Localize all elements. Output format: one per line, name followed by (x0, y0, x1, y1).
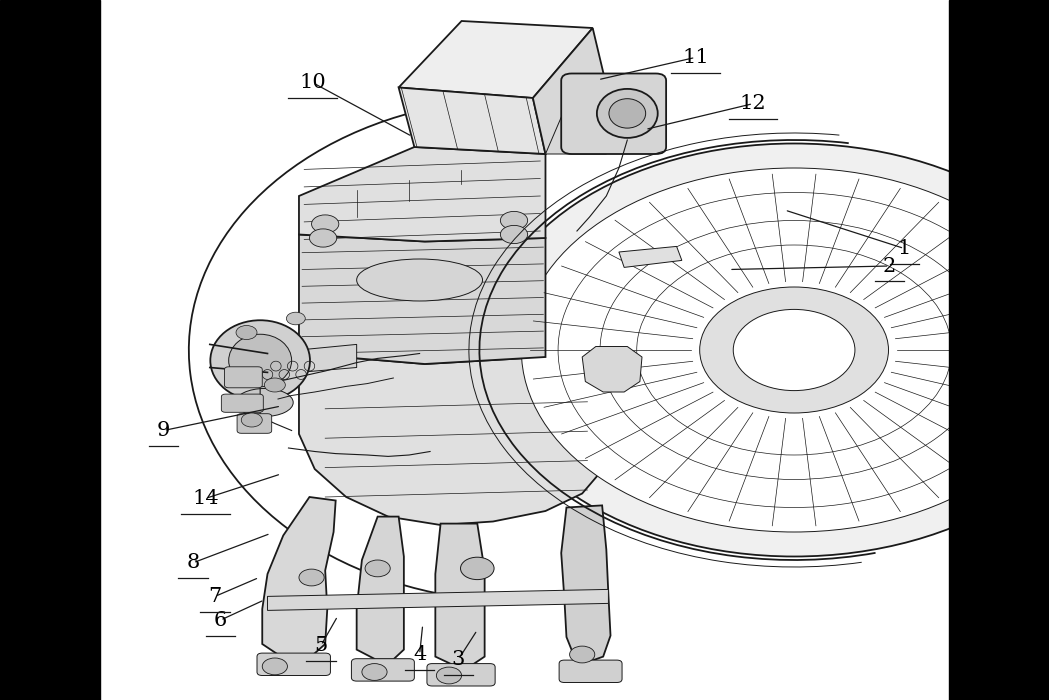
Circle shape (362, 664, 387, 680)
Circle shape (981, 482, 1006, 498)
Circle shape (733, 309, 855, 391)
Ellipse shape (235, 389, 294, 416)
FancyBboxPatch shape (221, 394, 263, 412)
Polygon shape (299, 147, 545, 242)
Polygon shape (399, 21, 593, 98)
Circle shape (262, 658, 287, 675)
Polygon shape (561, 505, 611, 662)
Circle shape (312, 215, 339, 233)
Circle shape (299, 569, 324, 586)
Polygon shape (533, 28, 606, 154)
Ellipse shape (357, 259, 483, 301)
Polygon shape (435, 524, 485, 665)
Polygon shape (299, 354, 614, 525)
Ellipse shape (210, 321, 311, 400)
Text: 11: 11 (682, 48, 709, 67)
Circle shape (236, 326, 257, 340)
Circle shape (365, 560, 390, 577)
Ellipse shape (597, 89, 658, 138)
Polygon shape (545, 85, 606, 154)
Ellipse shape (608, 99, 645, 128)
Circle shape (485, 144, 1049, 556)
Text: 10: 10 (299, 73, 326, 92)
FancyBboxPatch shape (237, 414, 272, 433)
Circle shape (570, 646, 595, 663)
Polygon shape (357, 517, 404, 659)
FancyBboxPatch shape (224, 367, 262, 388)
Circle shape (500, 225, 528, 244)
Polygon shape (262, 497, 336, 658)
Circle shape (981, 202, 1006, 218)
Circle shape (309, 229, 337, 247)
Circle shape (700, 287, 889, 413)
Polygon shape (299, 234, 545, 364)
FancyBboxPatch shape (257, 653, 330, 676)
Text: 1: 1 (898, 239, 911, 258)
Text: 12: 12 (740, 94, 767, 113)
Text: 2: 2 (883, 256, 896, 276)
Text: 9: 9 (157, 421, 170, 440)
Circle shape (436, 667, 462, 684)
Text: 4: 4 (413, 645, 426, 664)
Text: 3: 3 (452, 650, 465, 669)
Circle shape (241, 413, 262, 427)
Bar (949, 0, 1049, 700)
Text: 5: 5 (315, 636, 327, 655)
Polygon shape (299, 344, 357, 372)
Text: 14: 14 (192, 489, 219, 508)
Circle shape (461, 557, 494, 580)
FancyBboxPatch shape (351, 659, 414, 681)
Circle shape (1014, 528, 1035, 542)
Circle shape (500, 211, 528, 230)
Polygon shape (582, 346, 642, 392)
Bar (0, 0, 100, 700)
FancyBboxPatch shape (427, 664, 495, 686)
Polygon shape (619, 246, 682, 267)
Circle shape (521, 168, 1049, 532)
Circle shape (264, 378, 285, 392)
FancyBboxPatch shape (559, 660, 622, 682)
FancyBboxPatch shape (561, 74, 666, 154)
Text: 6: 6 (214, 610, 227, 630)
Polygon shape (399, 88, 545, 154)
Ellipse shape (229, 335, 292, 386)
Circle shape (286, 312, 305, 325)
Polygon shape (267, 589, 608, 610)
Text: 7: 7 (209, 587, 221, 606)
Text: 8: 8 (187, 553, 199, 573)
